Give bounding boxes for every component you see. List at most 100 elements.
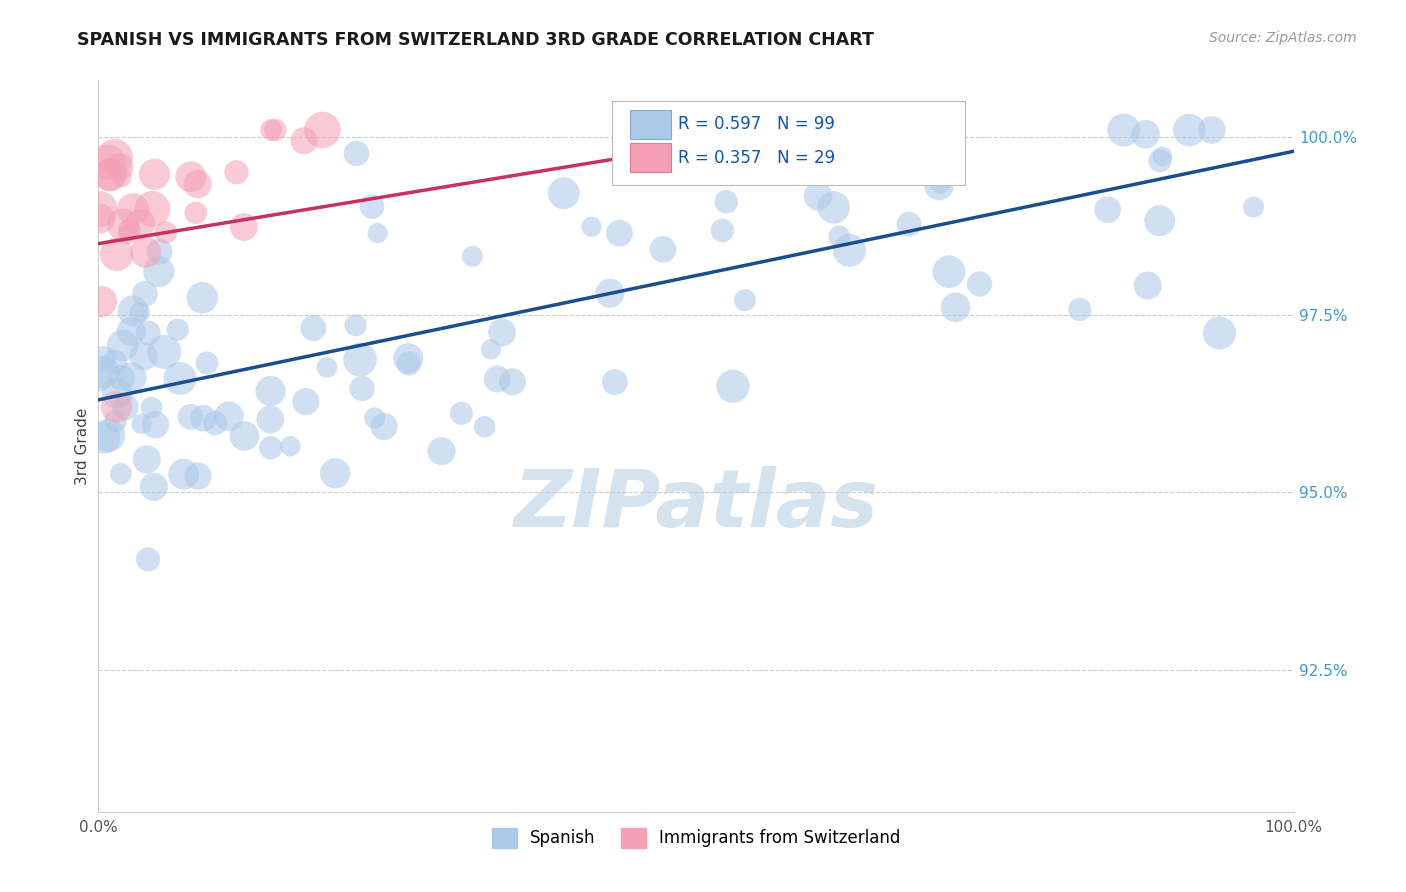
- Point: [259, 384, 281, 398]
- Point: [121, 370, 143, 384]
- Text: R = 0.597   N = 99: R = 0.597 N = 99: [678, 115, 835, 133]
- Point: [450, 406, 472, 420]
- Point: [295, 394, 318, 409]
- Point: [553, 186, 575, 201]
- Point: [121, 303, 143, 318]
- Point: [1069, 302, 1091, 317]
- Point: [928, 178, 950, 193]
- Point: [169, 371, 191, 385]
- Point: [114, 400, 136, 414]
- Point: [581, 219, 603, 234]
- Point: [1097, 202, 1119, 217]
- Point: [180, 409, 202, 424]
- Point: [108, 160, 131, 174]
- Point: [105, 247, 128, 261]
- Point: [145, 417, 167, 432]
- Point: [89, 373, 111, 387]
- Point: [98, 168, 121, 182]
- Point: [316, 360, 339, 375]
- Point: [104, 150, 127, 164]
- Point: [141, 401, 163, 415]
- Point: [195, 356, 218, 370]
- Point: [609, 226, 631, 240]
- Point: [1136, 278, 1159, 293]
- Point: [218, 409, 240, 424]
- Point: [110, 467, 132, 481]
- Point: [807, 189, 830, 203]
- Point: [122, 202, 145, 217]
- Point: [349, 352, 371, 367]
- Point: [501, 375, 523, 389]
- Point: [187, 177, 209, 191]
- Point: [225, 165, 247, 179]
- Point: [110, 371, 132, 385]
- Point: [105, 400, 128, 414]
- Point: [1149, 153, 1171, 168]
- Point: [367, 226, 389, 240]
- Point: [711, 223, 734, 237]
- Point: [260, 441, 283, 455]
- Point: [128, 305, 150, 319]
- Point: [1208, 326, 1230, 340]
- Point: [323, 467, 346, 481]
- Point: [142, 480, 165, 494]
- Point: [184, 206, 207, 220]
- Point: [118, 223, 141, 237]
- Point: [969, 277, 991, 291]
- Point: [398, 356, 420, 370]
- Point: [129, 217, 152, 231]
- Point: [292, 134, 315, 148]
- Text: Source: ZipAtlas.com: Source: ZipAtlas.com: [1209, 31, 1357, 45]
- Y-axis label: 3rd Grade: 3rd Grade: [75, 408, 90, 484]
- FancyBboxPatch shape: [630, 144, 671, 172]
- Point: [938, 265, 960, 279]
- Point: [264, 123, 287, 137]
- Text: R = 0.357   N = 29: R = 0.357 N = 29: [678, 149, 835, 167]
- Point: [180, 169, 202, 184]
- Point: [155, 225, 177, 239]
- Point: [136, 552, 159, 566]
- Point: [153, 345, 176, 359]
- Point: [1135, 127, 1157, 141]
- Point: [111, 338, 134, 352]
- Point: [838, 243, 860, 257]
- Point: [311, 123, 333, 137]
- Point: [89, 202, 111, 216]
- Point: [302, 321, 325, 335]
- Point: [104, 355, 127, 369]
- Point: [96, 155, 118, 169]
- Point: [136, 326, 159, 340]
- Point: [93, 351, 115, 366]
- Point: [91, 365, 114, 379]
- Point: [479, 343, 502, 357]
- Point: [474, 419, 496, 434]
- Point: [143, 167, 166, 181]
- Point: [93, 431, 115, 445]
- FancyBboxPatch shape: [630, 110, 671, 139]
- Point: [430, 444, 453, 458]
- Point: [1178, 123, 1201, 137]
- Point: [1152, 149, 1174, 163]
- Point: [148, 244, 170, 259]
- Point: [603, 375, 626, 389]
- Point: [111, 170, 134, 185]
- Point: [734, 293, 756, 307]
- Point: [120, 325, 142, 339]
- Point: [361, 200, 384, 214]
- Point: [920, 128, 942, 143]
- Point: [97, 428, 120, 442]
- Point: [350, 382, 373, 396]
- Point: [233, 429, 256, 443]
- Point: [135, 452, 157, 467]
- Point: [280, 439, 302, 453]
- Point: [135, 245, 157, 260]
- Point: [652, 243, 675, 257]
- Point: [373, 419, 395, 434]
- Point: [187, 469, 209, 483]
- Point: [897, 217, 920, 231]
- Point: [1243, 200, 1265, 214]
- Point: [1112, 123, 1135, 137]
- Point: [193, 411, 215, 425]
- Point: [104, 414, 127, 428]
- Point: [98, 168, 121, 182]
